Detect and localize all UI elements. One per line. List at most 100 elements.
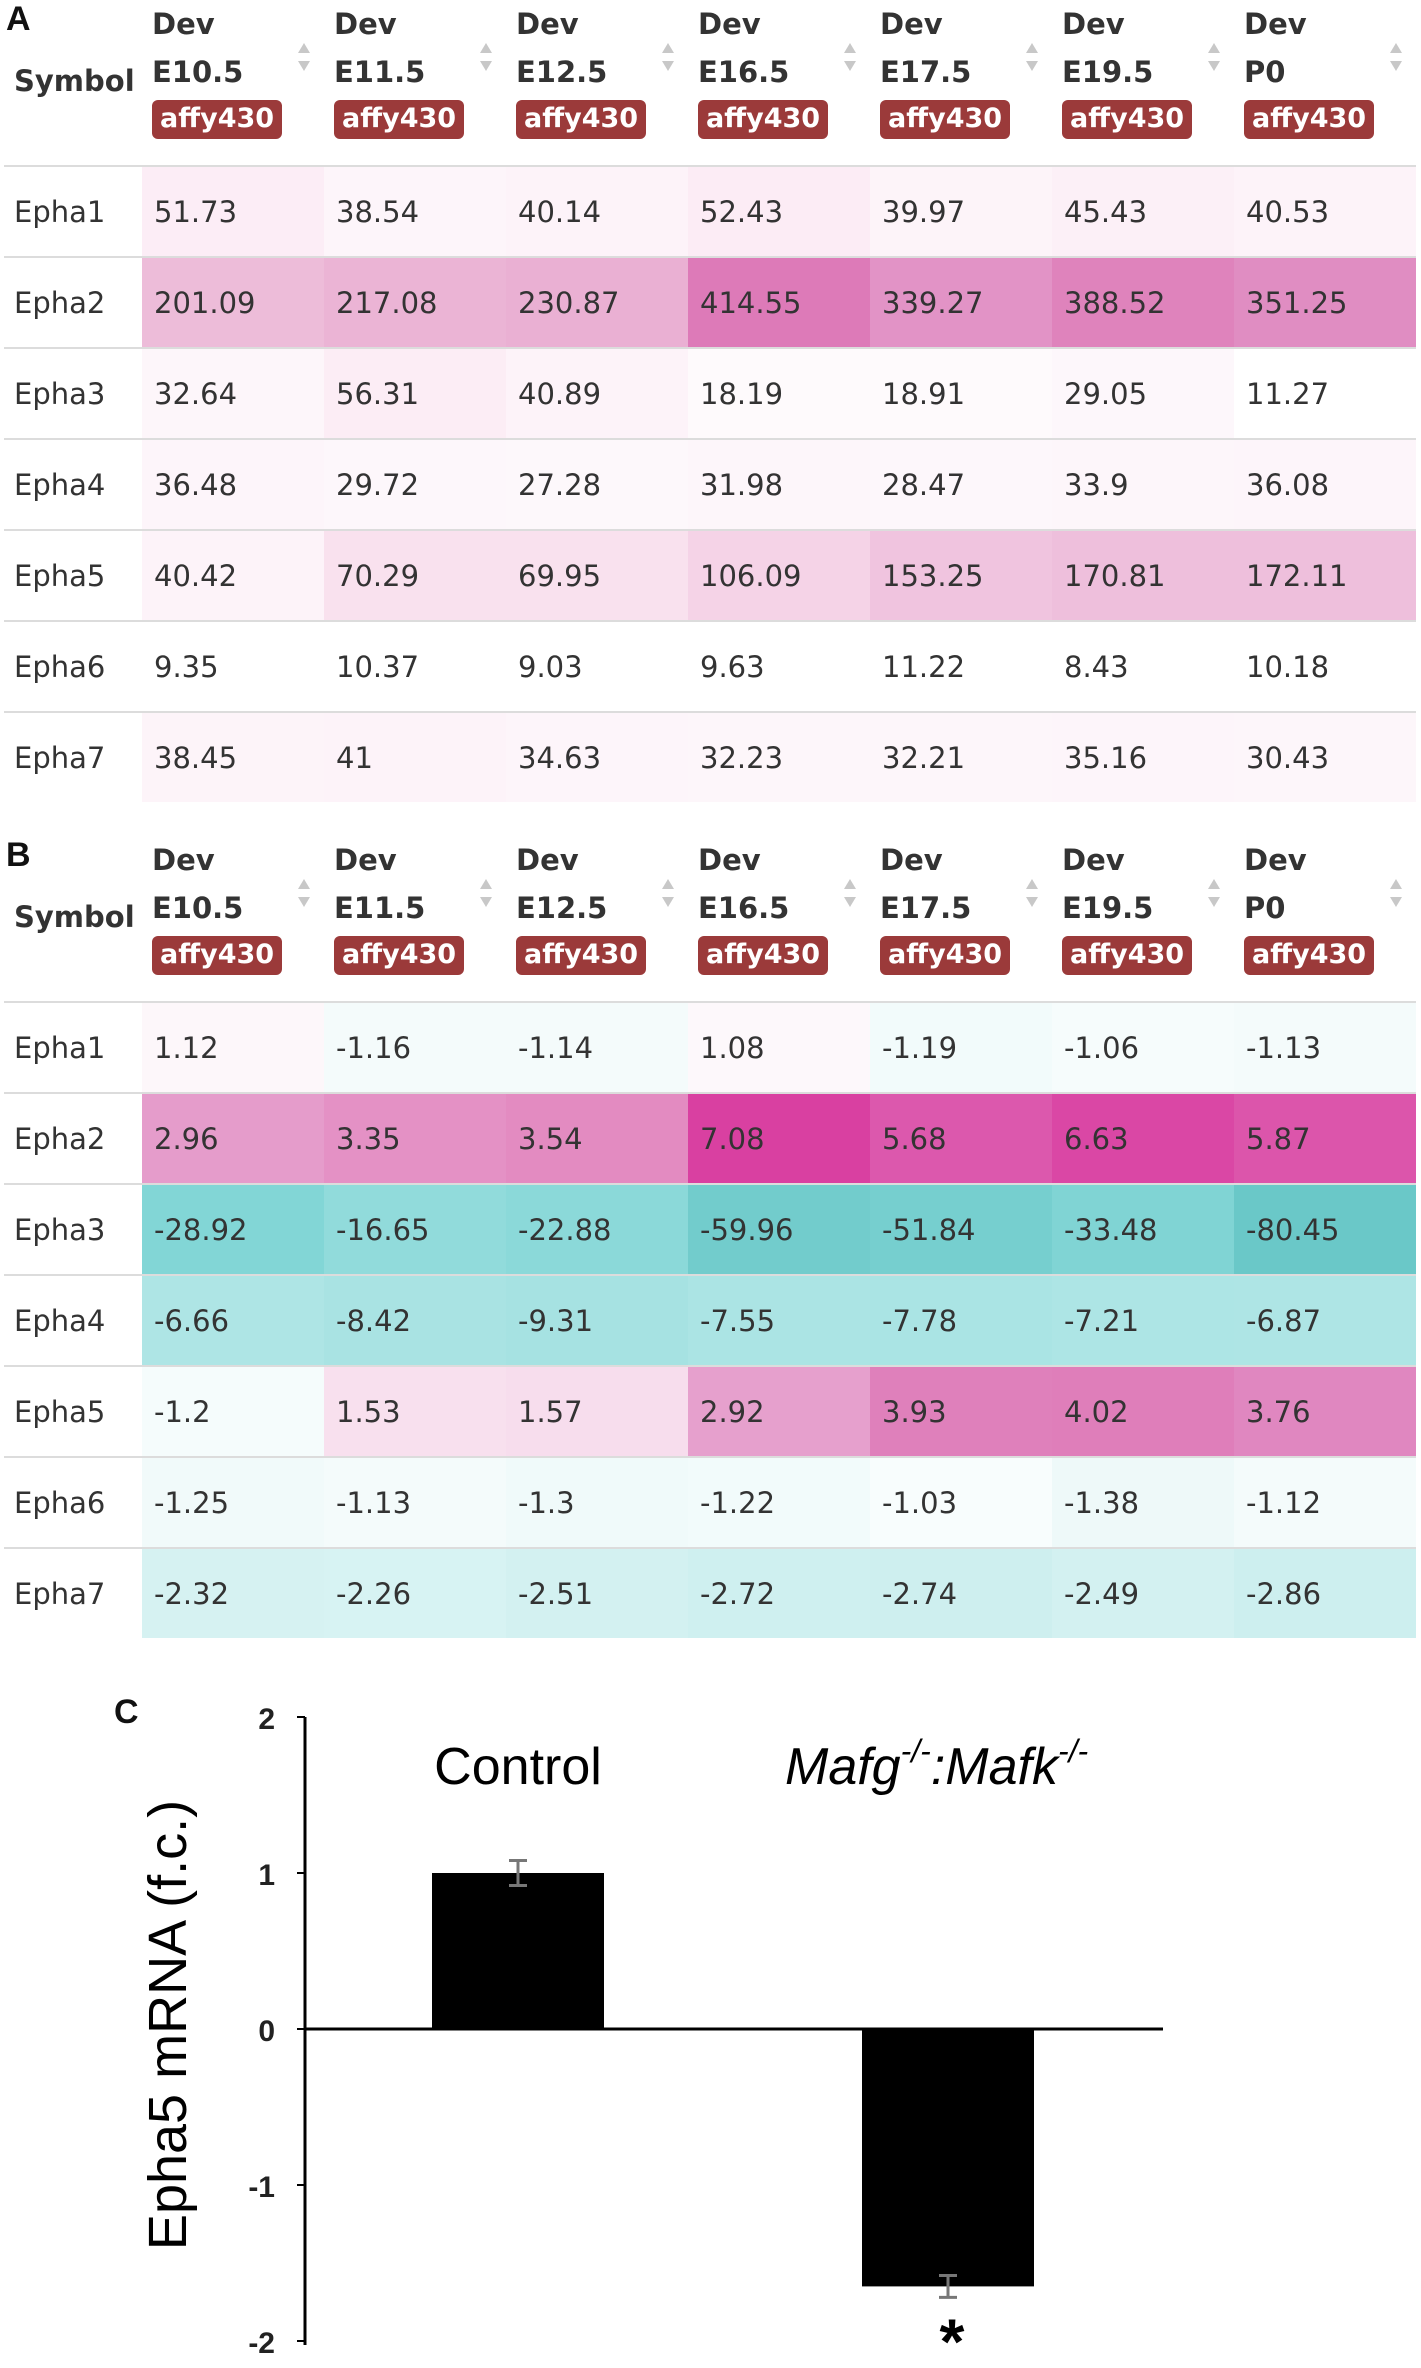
sort-icon[interactable] bbox=[478, 876, 494, 910]
table-cell: 18.19 bbox=[688, 347, 870, 439]
sort-icon[interactable] bbox=[296, 876, 312, 910]
table-row: Epha1 51.73 38.54 40.14 52.43 39.97 45.43 40.53 bbox=[4, 165, 1416, 257]
sort-icon[interactable] bbox=[1024, 876, 1040, 910]
symbol-column-header: Symbol bbox=[4, 0, 142, 166]
column-header-e11-5[interactable]: Dev E11.5 affy430 bbox=[324, 0, 506, 166]
table-cell: 32.23 bbox=[688, 711, 870, 802]
column-header-stage: E16.5 bbox=[698, 55, 790, 89]
sort-icon[interactable] bbox=[1388, 40, 1404, 74]
panel-a-label: A bbox=[6, 0, 31, 38]
table-row: Epha6 -1.25 -1.13 -1.3 -1.22 -1.03 -1.38 -1.12 bbox=[4, 1456, 1416, 1548]
column-header-e10-5[interactable]: Dev E10.5 affy430 bbox=[142, 836, 324, 1002]
table-cell: 32.21 bbox=[870, 711, 1052, 802]
platform-badge: affy430 bbox=[516, 936, 647, 975]
y-axis-label: Epha5 mRNA (f.c.) bbox=[138, 1800, 198, 2250]
table-cell: 1.08 bbox=[688, 1001, 870, 1093]
table-cell: 11.27 bbox=[1234, 347, 1416, 439]
table-cell: 31.98 bbox=[688, 438, 870, 530]
column-header-e17-5[interactable]: Dev E17.5 affy430 bbox=[870, 0, 1052, 166]
table-cell: -2.26 bbox=[324, 1547, 506, 1638]
table-cell: -1.06 bbox=[1052, 1001, 1234, 1093]
table-cell: 36.48 bbox=[142, 438, 324, 530]
gene-symbol: Epha3 bbox=[4, 1183, 142, 1275]
column-header-stage: E16.5 bbox=[698, 891, 790, 925]
table-cell: -1.13 bbox=[324, 1456, 506, 1548]
table-cell: -9.31 bbox=[506, 1274, 688, 1366]
gene-symbol: Epha3 bbox=[4, 347, 142, 439]
column-header-e12-5[interactable]: Dev E12.5 affy430 bbox=[506, 0, 688, 166]
sort-icon[interactable] bbox=[660, 40, 676, 74]
table-cell: 38.45 bbox=[142, 711, 324, 802]
column-header-e16-5[interactable]: Dev E16.5 affy430 bbox=[688, 0, 870, 166]
column-header-p0[interactable]: Dev P0 affy430 bbox=[1234, 836, 1416, 1002]
table-cell: 414.55 bbox=[688, 256, 870, 348]
table-cell: 3.35 bbox=[324, 1092, 506, 1184]
column-header-e11-5[interactable]: Dev E11.5 affy430 bbox=[324, 836, 506, 1002]
sort-icon[interactable] bbox=[1206, 876, 1222, 910]
column-header-line1: Dev bbox=[1244, 7, 1307, 41]
table-cell: 9.35 bbox=[142, 620, 324, 712]
sort-icon[interactable] bbox=[1388, 876, 1404, 910]
platform-badge: affy430 bbox=[334, 936, 465, 975]
symbol-column-header: Symbol bbox=[4, 836, 142, 1002]
column-header-line1: Dev bbox=[516, 7, 579, 41]
sort-icon[interactable] bbox=[842, 876, 858, 910]
column-header-e12-5[interactable]: Dev E12.5 affy430 bbox=[506, 836, 688, 1002]
platform-badge: affy430 bbox=[516, 100, 647, 139]
column-header-stage: E10.5 bbox=[152, 55, 244, 89]
table-cell: 1.57 bbox=[506, 1365, 688, 1457]
column-header-e17-5[interactable]: Dev E17.5 affy430 bbox=[870, 836, 1052, 1002]
column-header-e19-5[interactable]: Dev E19.5 affy430 bbox=[1052, 0, 1234, 166]
table-cell: -6.87 bbox=[1234, 1274, 1416, 1366]
table-cell: 1.53 bbox=[324, 1365, 506, 1457]
panel-c-label: C bbox=[114, 1693, 139, 1731]
table-cell: 8.43 bbox=[1052, 620, 1234, 712]
table-cell: 40.53 bbox=[1234, 165, 1416, 257]
table-cell: 40.89 bbox=[506, 347, 688, 439]
table-cell: -2.72 bbox=[688, 1547, 870, 1638]
table-row: Epha1 1.12 -1.16 -1.14 1.08 -1.19 -1.06 -1.13 bbox=[4, 1001, 1416, 1093]
table-cell: -1.16 bbox=[324, 1001, 506, 1093]
table-cell: 51.73 bbox=[142, 165, 324, 257]
table-cell: 36.08 bbox=[1234, 438, 1416, 530]
column-header-p0[interactable]: Dev P0 affy430 bbox=[1234, 0, 1416, 166]
column-header-stage: E19.5 bbox=[1062, 891, 1154, 925]
category-label-control: Control bbox=[434, 1738, 602, 1796]
platform-badge: affy430 bbox=[880, 936, 1011, 975]
column-header-line1: Dev bbox=[1244, 843, 1307, 877]
table-cell: -22.88 bbox=[506, 1183, 688, 1275]
table-cell: 18.91 bbox=[870, 347, 1052, 439]
column-header-e16-5[interactable]: Dev E16.5 affy430 bbox=[688, 836, 870, 1002]
table-cell: -1.14 bbox=[506, 1001, 688, 1093]
sort-icon[interactable] bbox=[296, 40, 312, 74]
table-cell: 2.92 bbox=[688, 1365, 870, 1457]
table-cell: -28.92 bbox=[142, 1183, 324, 1275]
table-cell: -2.32 bbox=[142, 1547, 324, 1638]
chart-svg: 2 1 0 -1 -2 * Control Mafg-/-:Mafk-/- Epha5 mRNA… bbox=[138, 1703, 1163, 2368]
column-header-stage: E11.5 bbox=[334, 891, 426, 925]
gene-symbol: Epha2 bbox=[4, 256, 142, 348]
table-cell: 170.81 bbox=[1052, 529, 1234, 621]
table-cell: -1.03 bbox=[870, 1456, 1052, 1548]
sort-icon[interactable] bbox=[1024, 40, 1040, 74]
sort-icon[interactable] bbox=[660, 876, 676, 910]
sort-icon[interactable] bbox=[478, 40, 494, 74]
table-cell: 38.54 bbox=[324, 165, 506, 257]
platform-badge: affy430 bbox=[698, 936, 829, 975]
table-row: Epha5 40.42 70.29 69.95 106.09 153.25 170.81 17… bbox=[4, 529, 1416, 621]
table-cell: -1.12 bbox=[1234, 1456, 1416, 1548]
table-cell: 2.96 bbox=[142, 1092, 324, 1184]
panel-b-label: B bbox=[6, 836, 31, 874]
column-header-line1: Dev bbox=[880, 7, 943, 41]
sort-icon[interactable] bbox=[842, 40, 858, 74]
gene-symbol: Epha1 bbox=[4, 165, 142, 257]
column-header-e10-5[interactable]: Dev E10.5 affy430 bbox=[142, 0, 324, 166]
table-cell: 41 bbox=[324, 711, 506, 802]
column-header-e19-5[interactable]: Dev E19.5 affy430 bbox=[1052, 836, 1234, 1002]
sort-icon[interactable] bbox=[1206, 40, 1222, 74]
table-cell: -1.3 bbox=[506, 1456, 688, 1548]
column-header-stage: E17.5 bbox=[880, 891, 972, 925]
table-cell: -2.51 bbox=[506, 1547, 688, 1638]
table-cell: 6.63 bbox=[1052, 1092, 1234, 1184]
table-row: Epha2 201.09 217.08 230.87 414.55 339.27 388.5… bbox=[4, 256, 1416, 348]
